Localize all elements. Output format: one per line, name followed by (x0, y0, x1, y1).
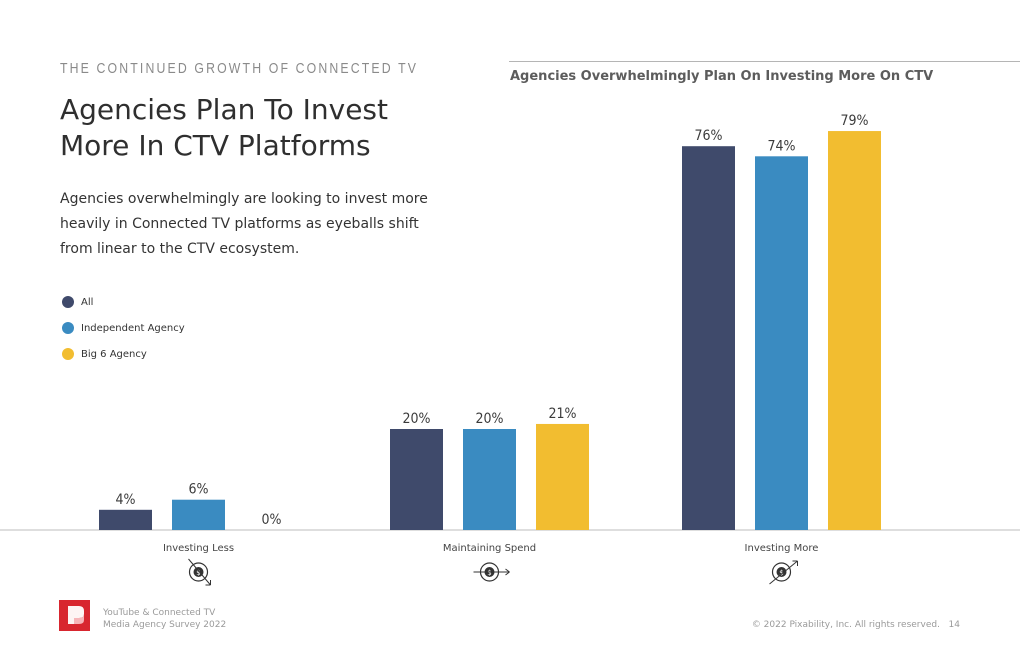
bar-maintaining-spend-big-6-agency (536, 423, 589, 530)
legend-item-big-6-agency: Big 6 Agency (62, 341, 185, 367)
page-number: 14 (948, 620, 960, 630)
category-label-maintaining-spend: Maintaining Spend (443, 543, 536, 554)
footer-line-2: Media Agency Survey 2022 (103, 620, 227, 630)
svg-text:$: $ (196, 569, 200, 577)
legend-label-all: All (81, 296, 94, 308)
legend-item-all: All (62, 289, 185, 315)
data-label-maintaining-spend-independent-agency: 20% (476, 411, 504, 427)
footer-line-1: YouTube & Connected TV (103, 608, 216, 618)
data-label-investing-more-big-6-agency: 79% (841, 113, 869, 129)
data-label-investing-less-all: 4% (116, 492, 136, 508)
bar-investing-more-independent-agency (755, 156, 808, 531)
legend-swatch-big-6-agency (62, 348, 74, 360)
chart-legend: All Independent Agency Big 6 Agency (62, 289, 185, 367)
page-title: Agencies Plan To Invest More In CTV Plat… (60, 93, 389, 162)
bar-investing-more-big-6-agency (828, 131, 881, 531)
data-label-investing-less-big-6-agency: 0% (262, 512, 282, 528)
legend-swatch-all (62, 296, 74, 308)
legend-label-big-6-agency: Big 6 Agency (81, 348, 147, 360)
legend-label-independent-agency: Independent Agency (81, 322, 185, 334)
data-label-investing-more-independent-agency: 74% (768, 138, 796, 154)
bar-maintaining-spend-independent-agency (463, 429, 516, 530)
data-label-maintaining-spend-all: 20% (403, 411, 431, 427)
chart-title: Agencies Overwhelmingly Plan On Investin… (510, 69, 934, 84)
data-label-investing-more-all: 76% (695, 128, 723, 144)
legend-swatch-independent-agency (62, 322, 74, 334)
data-label-investing-less-independent-agency: 6% (189, 482, 209, 498)
svg-text:$: $ (779, 569, 783, 577)
chart-top-divider (509, 61, 1020, 62)
category-label-investing-more: Investing More (745, 543, 819, 554)
bar-chart: 4% 6% 0% Investing Less 20% 20% 21% Maintaining… (0, 113, 1020, 586)
footer-copyright: © 2022 Pixability, Inc. All rights reser… (752, 620, 960, 630)
bar-investing-less-all (99, 509, 152, 530)
data-label-maintaining-spend-big-6-agency: 21% (549, 406, 577, 422)
copyright-text: © 2022 Pixability, Inc. All rights reser… (751, 620, 940, 630)
bar-investing-more-all (682, 146, 735, 530)
spend-increase-icon: $ (769, 560, 798, 585)
page-description: Agencies overwhelmingly are looking to i… (60, 191, 428, 257)
svg-text:$: $ (487, 569, 491, 577)
bar-investing-less-independent-agency (172, 499, 225, 530)
pixability-logo (59, 600, 90, 631)
bar-maintaining-spend-all (390, 429, 443, 530)
spend-same-icon: $ (473, 562, 510, 582)
legend-item-independent-agency: Independent Agency (62, 315, 185, 341)
spend-decrease-icon: $ (188, 558, 211, 586)
footer-report-title: YouTube & Connected TV Media Agency Surv… (103, 607, 226, 631)
category-label-investing-less: Investing Less (163, 543, 234, 554)
section-eyebrow: THE CONTINUED GROWTH OF CONNECTED TV (60, 60, 419, 77)
